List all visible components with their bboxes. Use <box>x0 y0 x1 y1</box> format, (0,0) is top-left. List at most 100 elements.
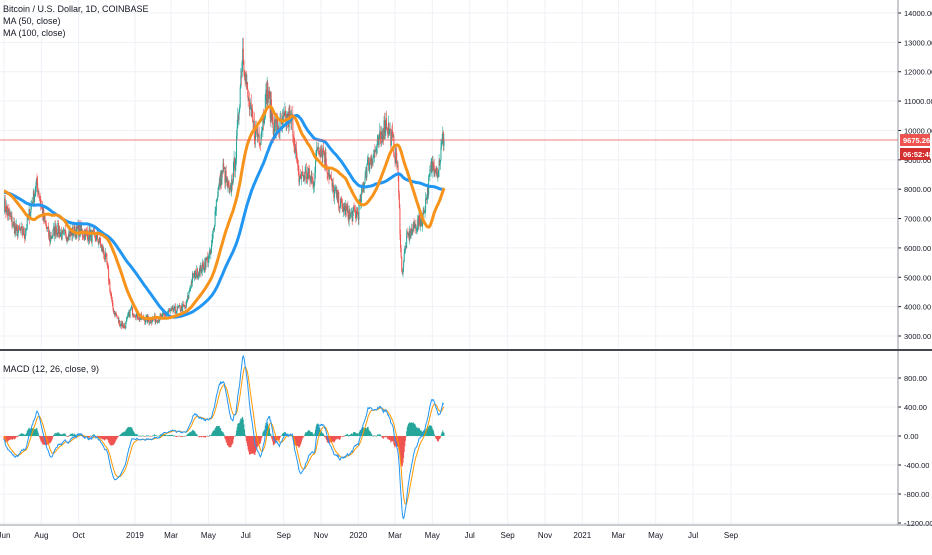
macd-histogram-bar <box>115 436 117 441</box>
macd-histogram-bar <box>281 435 283 436</box>
candle-body <box>76 225 78 238</box>
macd-histogram-bar <box>333 436 335 442</box>
candle-body <box>396 160 398 167</box>
candle-body <box>264 117 266 121</box>
macd-histogram-bar <box>143 435 145 437</box>
macd-histogram-bar <box>366 427 368 436</box>
candle-body <box>247 82 249 90</box>
candle-body <box>383 120 385 139</box>
macd-histogram-bar <box>390 436 392 443</box>
macd-histogram-bar <box>413 423 415 436</box>
macd-histogram-bar <box>193 431 195 436</box>
moving-averages <box>3 104 446 321</box>
candle-body <box>366 164 368 178</box>
candle-body <box>160 315 162 316</box>
candle-body <box>419 221 421 227</box>
candle-body <box>436 167 438 177</box>
macd-histogram-bar <box>253 436 255 454</box>
candle-body <box>157 322 159 323</box>
candle-body <box>120 323 122 327</box>
candle-body <box>413 221 415 229</box>
macd-histogram-bar <box>352 433 354 436</box>
macd-histogram-bar <box>268 426 270 436</box>
macd-histogram-bar <box>273 436 275 446</box>
candle-body <box>329 174 331 178</box>
macd-histogram-bar <box>263 430 265 436</box>
macd-histogram-bar <box>371 435 373 437</box>
macd-histogram-bar <box>437 436 439 442</box>
candle-body <box>369 158 371 166</box>
candle-body <box>406 233 408 248</box>
macd-histogram-bar <box>218 426 220 436</box>
candle-body <box>55 228 57 235</box>
macd-histogram-bar <box>125 429 127 436</box>
candle-body <box>176 310 178 314</box>
candle-body <box>155 319 157 321</box>
candle-body <box>318 148 320 155</box>
candle-body <box>45 222 47 227</box>
candle-body <box>256 132 258 135</box>
candle-body <box>150 319 152 323</box>
macd-histogram-bar <box>401 436 403 467</box>
candle-body <box>390 130 392 146</box>
candle-body <box>439 160 441 165</box>
candle-body <box>280 118 282 119</box>
macd-histogram-bar <box>193 430 195 436</box>
macd-histogram-bar <box>171 434 173 436</box>
candle-body <box>190 281 192 289</box>
candle-body <box>352 207 354 212</box>
macd-histogram-bar <box>439 436 441 439</box>
macd-line <box>3 354 445 520</box>
candle-body <box>178 305 180 308</box>
macd-histogram-bar <box>280 436 282 437</box>
candle-body <box>212 228 214 234</box>
macd-histogram-bar <box>20 434 22 436</box>
macd-histogram-bar <box>42 436 44 444</box>
price-axis-label: 10000.00 <box>904 126 932 135</box>
macd-histogram-bar <box>314 432 316 436</box>
candle-body <box>64 229 66 231</box>
candle-body <box>313 182 315 187</box>
macd-histogram-bar <box>177 436 179 437</box>
macd-histogram-bar <box>259 436 261 444</box>
candle-body <box>261 131 263 136</box>
macd-histogram-bar <box>135 434 137 436</box>
macd-histogram-bar <box>279 436 281 438</box>
candle-body <box>372 157 374 165</box>
candle-body <box>339 206 341 209</box>
candle-body <box>316 148 318 151</box>
macd-histogram-bar <box>417 428 419 436</box>
macd-histogram-bar <box>358 432 360 436</box>
macd-histogram-bar <box>420 430 422 436</box>
candle-body <box>342 206 344 213</box>
macd-histogram-bar <box>39 436 41 439</box>
macd-histogram-bar <box>393 436 395 445</box>
main-legend: Bitcoin / U.S. Dollar, 1D, COINBASE MA (… <box>3 3 149 39</box>
macd-histogram-bar <box>330 436 332 442</box>
macd-histogram-bar <box>122 432 124 436</box>
macd-histogram-bar <box>102 436 104 440</box>
macd-histogram-bar <box>154 434 156 436</box>
candle-body <box>46 226 48 229</box>
macd-histogram-bar <box>37 431 39 436</box>
macd-histogram-bar <box>125 430 127 436</box>
macd-histogram-bar <box>338 436 340 440</box>
macd-histogram-bar <box>408 423 410 436</box>
candle-body <box>330 177 332 180</box>
candle-body <box>6 205 8 211</box>
macd-histogram-bar <box>158 435 160 437</box>
candle-body <box>160 314 162 316</box>
candle-body <box>4 198 6 212</box>
candle-body <box>19 228 21 230</box>
candle-body <box>47 227 49 229</box>
macd-histogram-bar <box>330 436 332 442</box>
macd-histogram-bar <box>133 431 135 436</box>
candle-body <box>176 306 178 311</box>
candle-body <box>201 262 203 272</box>
macd-histogram-bar <box>45 436 47 446</box>
macd-histogram-bar <box>277 436 279 441</box>
candle-body <box>428 175 430 177</box>
macd-histogram-bar <box>57 432 59 436</box>
